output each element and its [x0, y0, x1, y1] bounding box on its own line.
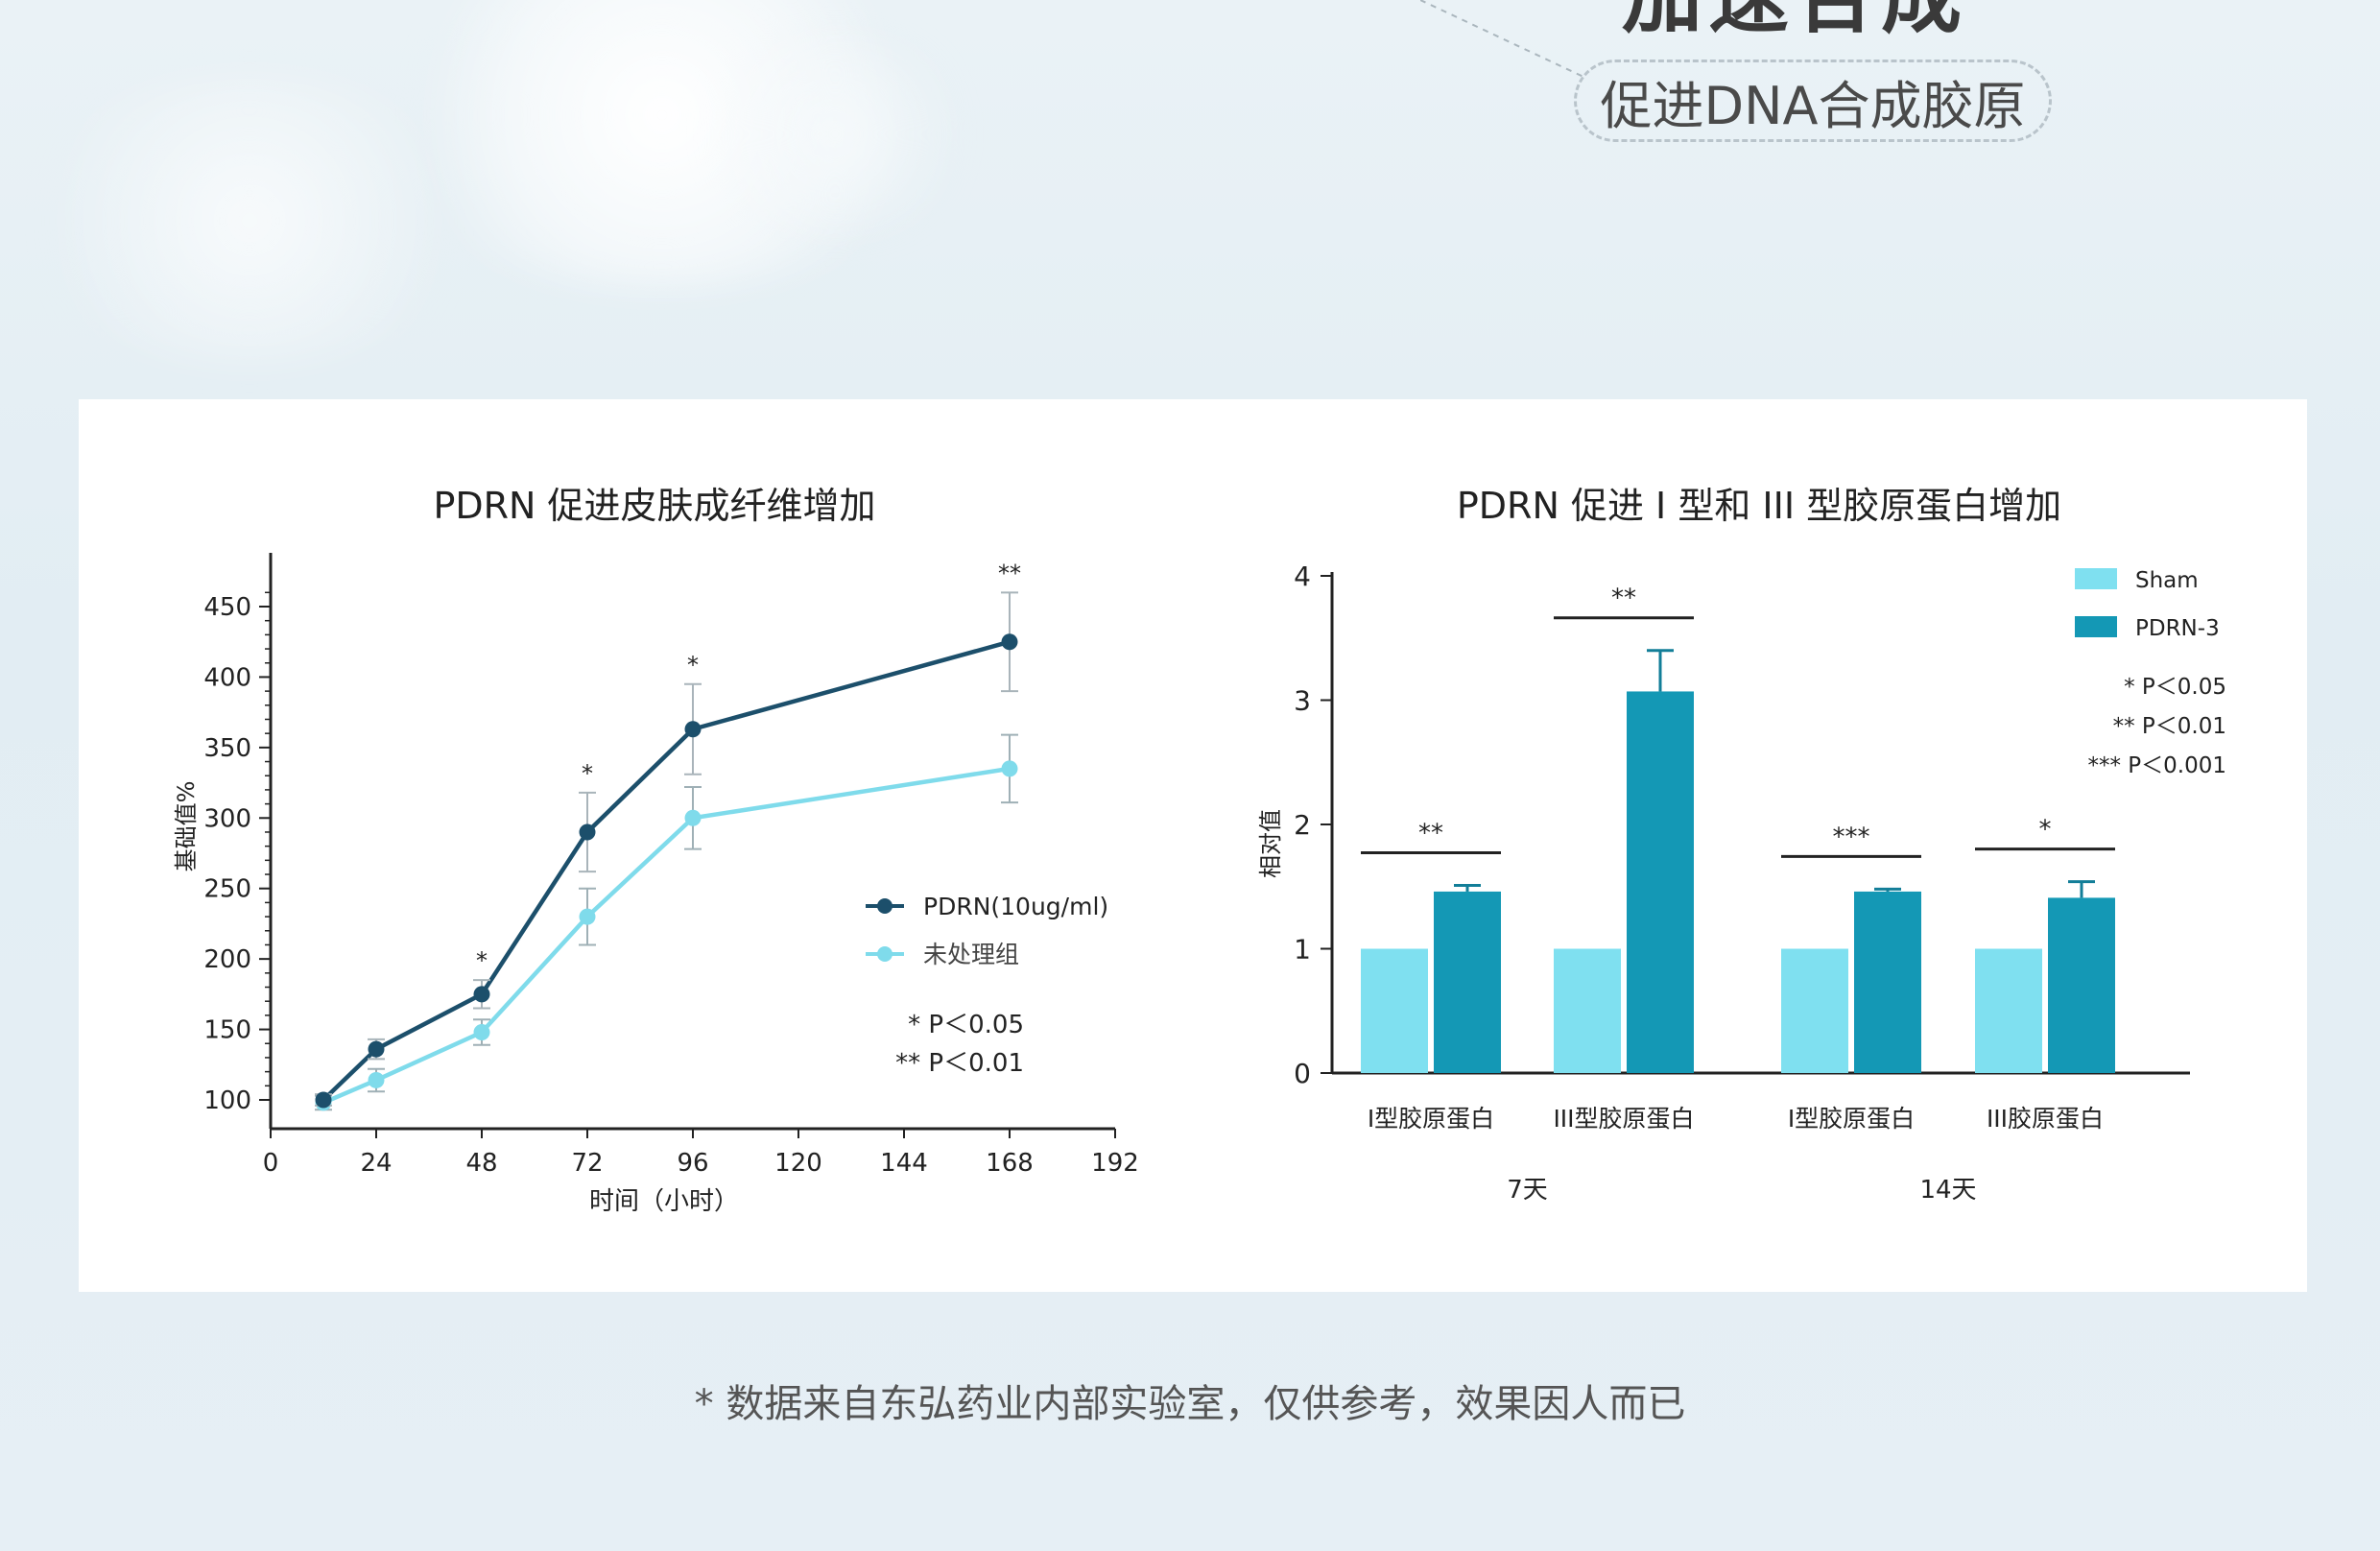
chart1-x-tick-label: 120 [774, 1149, 822, 1178]
chart1-legend-marker-0 [877, 898, 892, 914]
chart2-legend-label-1: PDRN-3 [2135, 616, 2220, 641]
chart1-point-series-1 [473, 1024, 490, 1041]
chart2-bar-sham [1975, 948, 2042, 1073]
chart1-point-series-1 [684, 809, 702, 826]
chart1-y-tick-label: 450 [203, 593, 251, 622]
chart1-significance-label: ** [998, 560, 1021, 586]
chart2-p-value-note: * P＜0.05 [2124, 675, 2226, 700]
chart2-legend-swatch-0 [2075, 568, 2117, 589]
chart1-legend-marker-1 [877, 946, 892, 962]
chart2-p-value-note: *** P＜0.001 [2087, 753, 2226, 778]
chart1-y-tick-label: 100 [203, 1086, 251, 1115]
chart2-y-axis-label: 相对值 [1257, 809, 1284, 878]
chart2-group-label: 14天 [1919, 1176, 1976, 1205]
chart2-bar-pdrn [1854, 891, 1921, 1073]
chart1-p-value-note: ** P＜0.01 [895, 1049, 1024, 1078]
chart1-legend-label-0: PDRN(10ug/ml) [923, 893, 1108, 920]
chart2-legend-label-0: Sham [2135, 568, 2199, 593]
chart1-x-tick-label: 48 [465, 1149, 497, 1178]
background-blur-decoration [691, 38, 979, 230]
chart2-title: PDRN 促进 I 型和 III 型胶原蛋白增加 [1457, 485, 2061, 527]
chart1-x-tick-label: 0 [263, 1149, 279, 1178]
chart1-point-series-0 [579, 823, 596, 841]
chart2-y-tick-label: 0 [1294, 1058, 1311, 1089]
chart1-point-series-0 [1001, 633, 1018, 651]
chart1-point-series-1 [368, 1071, 385, 1088]
chart2-bar-pdrn [2048, 897, 2115, 1073]
background-blur-decoration [0, 77, 499, 365]
chart1-series-line-1 [322, 766, 1011, 1106]
chart1-x-tick-label: 72 [571, 1149, 603, 1178]
chart1-y-tick-label: 400 [203, 663, 251, 692]
chart1-significance-label: * [476, 947, 488, 974]
chart2-p-value-note: ** P＜0.01 [2113, 714, 2226, 739]
chart1-series-line-0 [321, 639, 1011, 1102]
charts-panel: PDRN 促进皮肤成纤维增加 100 150 200 250 300 350 400 450 0 2… [79, 399, 2307, 1292]
chart2-bar-sham [1781, 948, 1848, 1073]
chart1-y-tick-label: 250 [203, 875, 251, 904]
chart1-p-value-note: * P＜0.05 [908, 1011, 1024, 1039]
data-source-footnote: * 数据来自东弘药业内部实验室，仅供参考，效果因人而已 [694, 1382, 1686, 1426]
chart2-legend-swatch-1 [2075, 616, 2117, 637]
chart1-y-tick-label: 350 [203, 734, 251, 763]
chart1-point-series-0 [473, 986, 490, 1003]
page-title: 加速合成 [1622, 0, 1967, 49]
chart2-x-tick-label: I型胶原蛋白 [1788, 1105, 1915, 1133]
subtitle-text: 促进DNA合成胶原 [1600, 75, 2026, 136]
chart2-significance-label: ** [1611, 585, 1636, 613]
chart2-x-tick-label: I型胶原蛋白 [1368, 1105, 1494, 1133]
chart1-y-tick-label: 200 [203, 945, 251, 974]
chart1-point-series-0 [368, 1040, 385, 1058]
chart1-point-series-0 [315, 1091, 332, 1109]
chart2-bar-pdrn [1627, 691, 1694, 1073]
chart1-y-tick-label: 300 [203, 804, 251, 833]
charts-svg: PDRN 促进皮肤成纤维增加 100 150 200 250 300 350 400 450 0 2… [173, 485, 2226, 1216]
chart1-x-tick-label: 96 [677, 1149, 708, 1178]
chart2-bar-sham [1361, 948, 1428, 1073]
chart2-significance-label: *** [1833, 823, 1870, 851]
chart2-bar-sham [1554, 948, 1621, 1073]
chart1-x-tick-label: 168 [986, 1149, 1034, 1178]
chart2-bar-pdrn [1434, 891, 1501, 1073]
chart1-x-tick-label: 192 [1091, 1149, 1139, 1178]
connector-dashed-line [1420, 0, 1584, 78]
chart2-group-label: 7天 [1507, 1176, 1548, 1205]
chart2-y-tick-label: 1 [1294, 934, 1311, 966]
chart1-significance-label: * [582, 760, 593, 787]
chart1-x-tick-label: 24 [360, 1149, 392, 1178]
chart1-y-axis-label: 基础值% [173, 781, 200, 872]
chart2-y-tick-label: 4 [1294, 561, 1311, 592]
chart2-significance-label: * [2039, 816, 2052, 845]
chart1-y-tick-label: 150 [203, 1016, 251, 1045]
chart1-x-axis-label: 时间（小时） [589, 1187, 739, 1216]
chart2-y-tick-label: 3 [1294, 685, 1311, 717]
chart1-point-series-0 [684, 721, 702, 738]
chart1-legend-label-1: 未处理组 [923, 941, 1019, 968]
chart2-significance-label: ** [1418, 819, 1443, 847]
chart1-point-series-1 [1001, 760, 1018, 777]
chart1-point-series-1 [579, 908, 596, 925]
subtitle-pill: 促进DNA合成胶原 [1574, 60, 2052, 142]
chart1-title: PDRN 促进皮肤成纤维增加 [433, 485, 875, 527]
chart2-x-tick-label: III型胶原蛋白 [1553, 1105, 1694, 1133]
chart2-y-tick-label: 2 [1294, 809, 1311, 841]
chart1-significance-label: * [687, 652, 699, 679]
chart2-x-tick-label: III胶原蛋白 [1987, 1105, 2104, 1133]
chart1-x-tick-label: 144 [880, 1149, 928, 1178]
